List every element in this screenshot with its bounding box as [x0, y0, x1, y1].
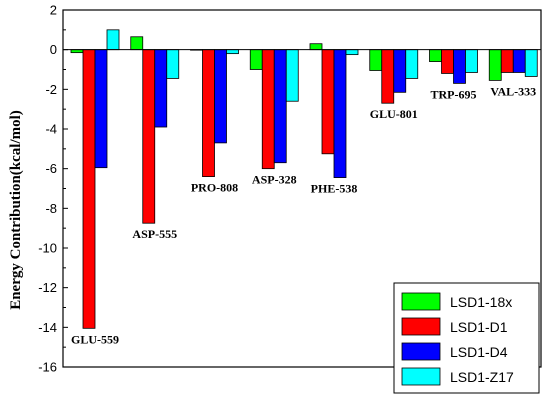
y-tick-label-0: 0 — [50, 42, 57, 57]
bar-lsd1-d1-pro-808 — [202, 49, 215, 178]
bar-lsd1-z17-phe-538 — [345, 49, 359, 56]
bar-lsd1-d4-phe-538 — [333, 49, 347, 178]
y-tick-label-2: -2 — [45, 82, 57, 97]
category-label-asp-555: ASP-555 — [132, 227, 177, 241]
y-tick-label-10: -10 — [38, 241, 57, 256]
bar-lsd1-18x-asp-555 — [130, 36, 144, 51]
bar-lsd1-z17-glu-801 — [405, 49, 419, 79]
bar-lsd1-18x-val-333 — [488, 49, 502, 81]
legend-swatch-lsd1-z17 — [401, 367, 441, 386]
legend-swatch-lsd1-d1 — [401, 317, 441, 336]
legend-label-lsd1-z17: LSD1-Z17 — [450, 369, 514, 385]
category-label-pro-808: PRO-808 — [191, 181, 238, 195]
bar-lsd1-18x-trp-695 — [429, 49, 442, 62]
bar-lsd1-d1-glu-801 — [381, 49, 395, 104]
category-label-glu-801: GLU-801 — [370, 107, 418, 121]
bar-lsd1-d4-asp-555 — [154, 49, 168, 128]
legend: LSD1-18x LSD1-D1 LSD1-D4 LSD1-Z17 — [393, 282, 540, 394]
bar-lsd1-18x-asp-328 — [249, 49, 263, 70]
bar-lsd1-z17-val-333 — [524, 49, 538, 77]
y-tick-label-2: 2 — [50, 3, 57, 18]
bar-lsd1-d4-trp-695 — [453, 49, 466, 84]
category-label-val-333: VAL-333 — [490, 84, 536, 98]
bar-lsd1-z17-glu-559 — [106, 29, 120, 51]
bar-lsd1-z17-asp-555 — [166, 49, 180, 79]
axes-layer: 2 0 -2 -4 -6 -8 -10 -12 -14 -16 — [38, 3, 542, 375]
bar-lsd1-d4-asp-328 — [273, 49, 287, 164]
category-label-phe-538: PHE-538 — [311, 182, 358, 196]
y-tick-label-14: -14 — [38, 320, 57, 335]
bar-lsd1-d1-asp-555 — [142, 49, 156, 224]
y-tick-label-12: -12 — [38, 280, 57, 295]
bar-lsd1-d1-glu-559 — [82, 49, 96, 329]
bar-lsd1-z17-trp-695 — [465, 49, 478, 73]
bar-lsd1-z17-pro-808 — [226, 49, 239, 55]
y-tick-label-6: -6 — [45, 161, 57, 176]
bar-lsd1-18x-phe-538 — [309, 43, 323, 51]
bar-lsd1-d4-glu-559 — [94, 49, 108, 169]
y-tick-label-8: -8 — [45, 201, 57, 216]
bar-lsd1-18x-glu-801 — [369, 49, 383, 71]
legend-swatch-lsd1-18x — [401, 292, 441, 311]
bar-lsd1-d1-phe-538 — [321, 49, 335, 155]
legend-label-lsd1-d4: LSD1-D4 — [450, 344, 508, 360]
category-label-glu-559: GLU-559 — [71, 332, 119, 346]
category-label-asp-328: ASP-328 — [252, 173, 297, 187]
category-labels: GLU-559 ASP-555 PRO-808 ASP-328 PHE-538 GLU-8… — [71, 84, 536, 346]
bar-lsd1-d4-val-333 — [512, 49, 526, 73]
bar-lsd1-d1-val-333 — [500, 49, 514, 73]
category-label-trp-695: TRP-695 — [431, 87, 477, 101]
bar-lsd1-d1-trp-695 — [441, 49, 454, 74]
y-axis-title: Energy Contribution(kcal/mol) — [8, 110, 24, 310]
legend-label-lsd1-d1: LSD1-D1 — [450, 319, 508, 335]
legend-label-lsd1-18x: LSD1-18x — [450, 294, 512, 310]
bar-lsd1-z17-asp-328 — [285, 49, 299, 102]
y-tick-label-16: -16 — [38, 360, 57, 375]
bar-lsd1-d4-glu-801 — [393, 49, 407, 93]
bar-lsd1-d1-asp-328 — [261, 49, 275, 170]
legend-swatch-lsd1-d4 — [401, 342, 441, 361]
bars-layer — [70, 29, 538, 329]
bar-lsd1-d4-pro-808 — [214, 49, 227, 144]
y-tick-label-4: -4 — [45, 122, 57, 137]
